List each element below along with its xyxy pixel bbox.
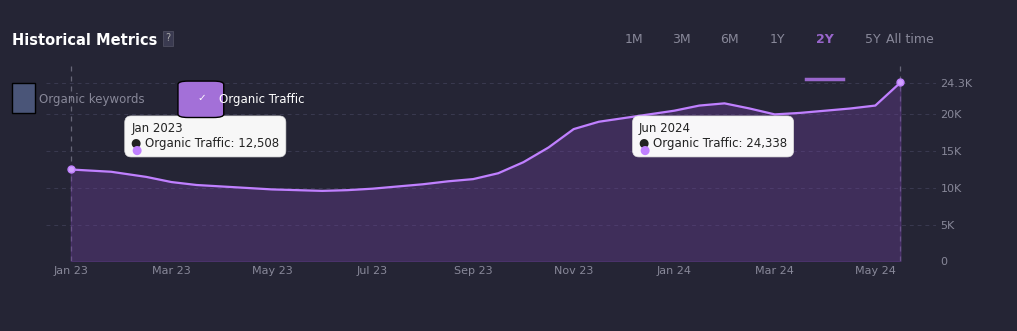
Text: ?: ? [166,33,171,43]
Text: 5Y: 5Y [864,33,881,46]
Text: Historical Metrics: Historical Metrics [12,33,158,48]
Text: Jan 2023
● Organic Traffic: 12,508: Jan 2023 ● Organic Traffic: 12,508 [131,122,280,151]
Text: 1Y: 1Y [769,33,785,46]
Text: ●: ● [131,144,141,157]
Text: 6M: 6M [720,33,738,46]
Text: Organic Traffic: Organic Traffic [219,93,304,106]
Text: All time: All time [887,33,934,46]
Text: 2Y: 2Y [816,33,834,46]
Text: 1M: 1M [624,33,643,46]
Text: Jun 2024
● Organic Traffic: 24,338: Jun 2024 ● Organic Traffic: 24,338 [639,122,787,151]
Text: ✓: ✓ [197,93,205,103]
Text: 3M: 3M [672,33,691,46]
Text: ●: ● [639,144,649,157]
Text: Organic keywords: Organic keywords [39,93,144,106]
